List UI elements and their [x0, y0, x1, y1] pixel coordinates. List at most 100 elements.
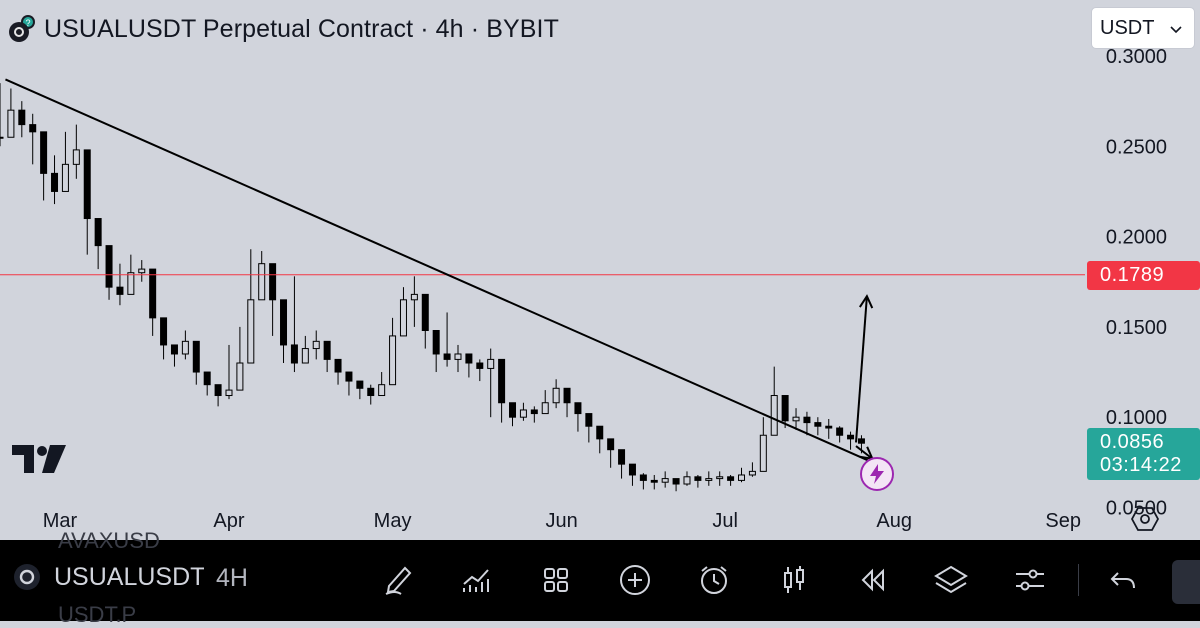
candle-body: [519, 409, 527, 418]
alert-clock-icon[interactable]: [694, 560, 734, 600]
candle-body: [574, 402, 582, 415]
candle-body: [847, 434, 855, 440]
candle-body: [432, 330, 440, 355]
x-tick-label: Jun: [545, 510, 577, 532]
candle-body: [705, 478, 713, 481]
candle-body: [585, 413, 593, 427]
candle-body: [40, 131, 48, 174]
last-price-tag: 0.0856 03:14:22: [1087, 428, 1200, 481]
y-axis-ticks: 0.3000 0.2500 0.2000 0.1500 0.1000 0.0500: [1106, 46, 1167, 520]
chart-area[interactable]: 0.3000 0.2500 0.2000 0.1500 0.1000 0.0500 Mar…: [0, 0, 1200, 540]
candle-body: [334, 358, 342, 373]
toolbar-separator: [1078, 564, 1079, 596]
candle-body: [225, 389, 233, 397]
usual-logo-icon: ?: [8, 15, 36, 43]
candle-body: [443, 353, 451, 360]
candle-body: [105, 245, 113, 288]
symbol-search-button[interactable]: USUALUSDT: [10, 560, 204, 594]
candle-body: [345, 371, 353, 382]
y-tick-label: 0.3000: [1106, 46, 1167, 68]
tradingview-logo-icon[interactable]: [12, 445, 66, 478]
candle-body: [498, 358, 506, 404]
x-tick-label: Mar: [43, 510, 78, 532]
candle-body: [160, 317, 168, 346]
candle-body: [301, 348, 309, 364]
candle-body: [618, 449, 626, 465]
drawings-group: [0, 78, 1085, 464]
add-icon[interactable]: [615, 560, 655, 600]
candle-body: [454, 353, 462, 360]
ghost-symbol-below: USDT.P: [58, 602, 137, 627]
x-tick-label: Aug: [876, 510, 912, 532]
x-tick-label: Apr: [213, 510, 244, 532]
candle-body: [149, 268, 157, 319]
pencil-icon[interactable]: [379, 560, 419, 600]
price-chart[interactable]: 0.3000 0.2500 0.2000 0.1500 0.1000 0.0500 Mar…: [0, 0, 1200, 540]
level-price-value: 0.1789: [1100, 263, 1165, 286]
candle-body: [280, 299, 288, 346]
candle-body: [247, 299, 255, 364]
candle-body: [509, 402, 517, 418]
currency-select[interactable]: USDT: [1091, 7, 1195, 49]
y-tick-label: 0.1500: [1106, 317, 1167, 339]
replay-icon[interactable]: [852, 560, 892, 600]
candle-body: [825, 425, 833, 429]
candle-body: [803, 416, 811, 424]
bottom-toolbar: AVAXUSD USDT.P USUALUSDT 4H: [0, 528, 1200, 627]
candle-body: [83, 149, 91, 220]
interval-button[interactable]: 4H: [216, 564, 248, 592]
candles-group: [0, 83, 865, 492]
candle-body: [716, 476, 724, 480]
x-tick-label: May: [374, 510, 412, 532]
candle-body: [792, 416, 800, 422]
settings-sliders-icon[interactable]: [1010, 560, 1050, 600]
ghost-symbol-above: AVAXUSD: [58, 528, 160, 553]
chart-title: USUALUSDT Perpetual Contract · 4h · BYBI…: [44, 14, 559, 43]
candle-body: [29, 124, 37, 133]
undo-icon[interactable]: [1103, 560, 1143, 600]
candle-body: [487, 358, 495, 369]
more-tools-button[interactable]: [1172, 560, 1200, 604]
symbol-label: USUALUSDT: [54, 562, 204, 591]
candle-body: [94, 218, 102, 247]
candle-body: [727, 476, 735, 481]
candle-body: [170, 344, 178, 355]
candle-body: [389, 335, 397, 386]
candle-body: [203, 371, 211, 386]
candle-body: [563, 387, 571, 404]
candle-body: [628, 463, 636, 476]
candle-body: [138, 268, 146, 274]
projection-arrow-up-head: [859, 294, 874, 309]
descending-trendline: [5, 78, 873, 464]
usual-token-icon: [14, 564, 40, 590]
candle-body: [672, 478, 680, 485]
candle-body: [552, 387, 560, 404]
candle-body: [323, 340, 331, 360]
candles-icon[interactable]: [774, 560, 814, 600]
candle-body: [312, 340, 320, 350]
candle-body: [541, 402, 549, 415]
layers-icon[interactable]: [931, 560, 971, 600]
layout-grid-icon[interactable]: [536, 560, 576, 600]
candle-body: [290, 344, 298, 364]
candle-body: [258, 263, 266, 301]
candle-body: [378, 384, 386, 397]
indicators-icon[interactable]: [456, 560, 496, 600]
level-price-tag: 0.1789: [1087, 260, 1200, 290]
lightning-icon[interactable]: [860, 457, 894, 491]
y-tick-label: 0.1000: [1106, 407, 1167, 429]
candle-body: [781, 395, 789, 422]
chart-settings-icon[interactable]: [1130, 506, 1160, 537]
candle-body: [836, 427, 844, 436]
candle-body: [116, 286, 124, 295]
candle-body: [476, 362, 484, 369]
candle-body: [399, 299, 407, 337]
projection-arrow-right: [855, 445, 873, 460]
candle-body: [639, 474, 647, 481]
x-axis-ticks: Mar Apr May Jun Jul Aug Sep: [43, 510, 1081, 532]
candle-body: [661, 478, 669, 483]
x-tick-label: Jul: [712, 510, 738, 532]
candle-body: [7, 109, 15, 138]
y-tick-label: 0.2500: [1106, 136, 1167, 158]
y-tick-label: 0.0500: [1106, 497, 1167, 519]
